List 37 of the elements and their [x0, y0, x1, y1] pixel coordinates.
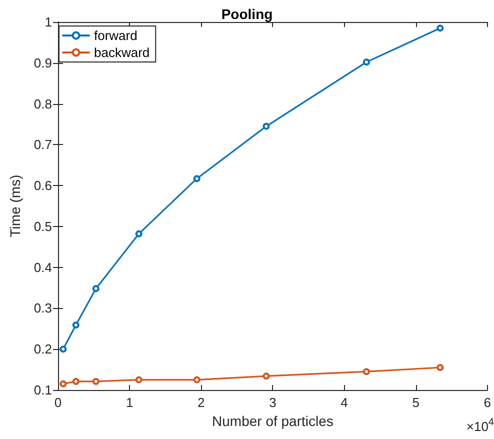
point: [193, 175, 200, 182]
y-tick-label: 0.6: [34, 178, 52, 194]
x-axis-title: Number of particles: [212, 412, 334, 429]
x-tick-label: 4: [340, 395, 348, 410]
y-tick-label: 0.5: [34, 218, 52, 234]
x-tick-label: 5: [412, 395, 420, 410]
point: [60, 380, 67, 388]
legend-label: backward: [94, 45, 150, 60]
point: [436, 24, 444, 32]
point: [92, 285, 100, 292]
y-tick-label: 0.7: [34, 137, 52, 152]
point: [135, 230, 142, 238]
y-tick-label: 0.8: [34, 96, 52, 112]
y-tick-label: 1: [44, 14, 52, 30]
point: [135, 376, 142, 384]
y-tick-label: 0.9: [34, 55, 52, 70]
x-tick-label: 2: [198, 395, 205, 410]
y-tick-label: 0.2: [34, 342, 52, 357]
point: [362, 58, 370, 66]
point: [92, 378, 100, 385]
point: [193, 376, 200, 384]
point: [262, 122, 270, 130]
x-tick-label: 6: [484, 395, 491, 410]
x-tick-label: 3: [269, 395, 276, 410]
point: [436, 364, 444, 372]
point: [72, 321, 80, 328]
chart-title: Pooling: [221, 6, 273, 22]
y-tick-label: 0.1: [34, 382, 52, 398]
point: [262, 372, 270, 380]
point: [72, 378, 80, 385]
y-tick-label: 0.3: [34, 300, 52, 316]
legend-label: forward: [94, 28, 138, 43]
y-tick-label: 0.4: [34, 260, 52, 275]
point: [362, 368, 370, 376]
x-tick-label: 0: [54, 395, 62, 410]
y-axis-title: Time (ms): [7, 174, 23, 238]
x-tick-label: 1: [126, 395, 134, 410]
